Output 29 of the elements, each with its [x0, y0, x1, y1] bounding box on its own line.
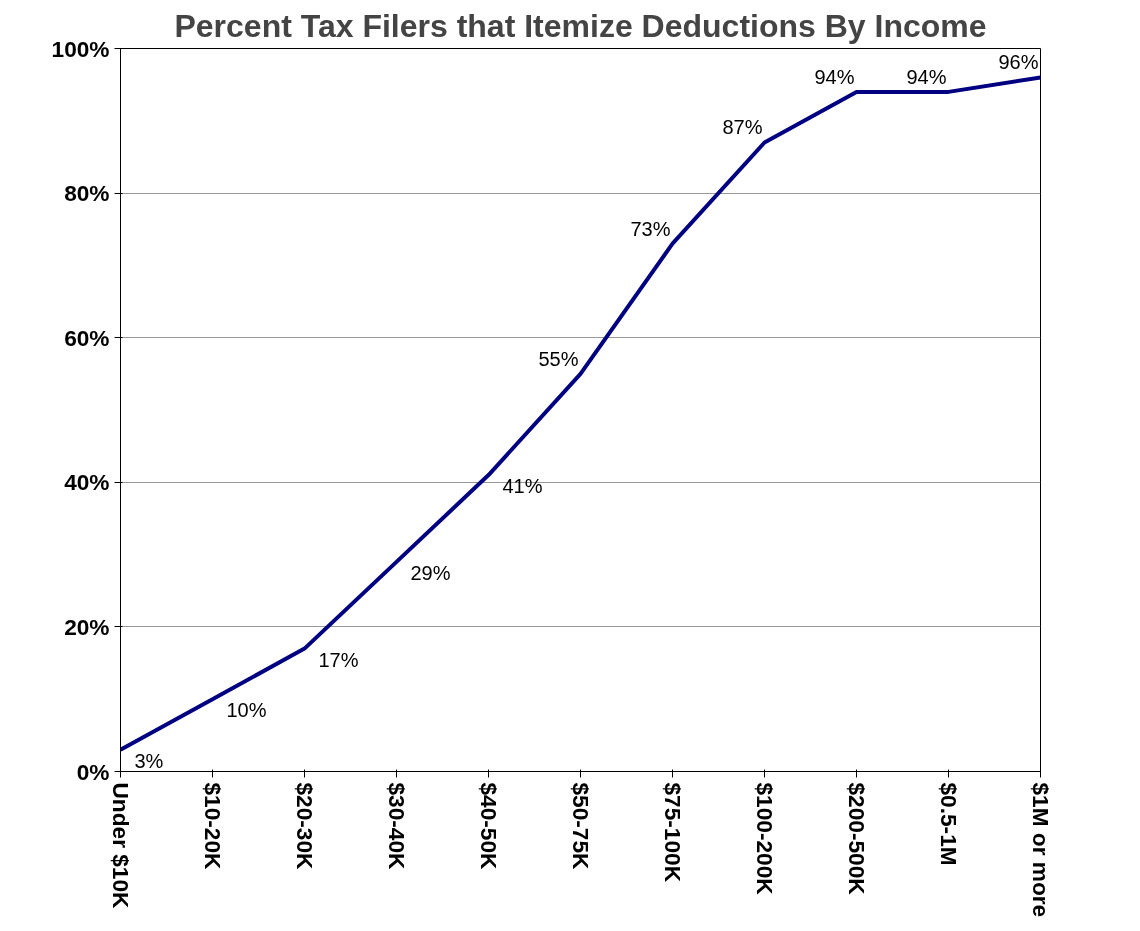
y-tick-label: 100%	[51, 35, 110, 62]
y-tick-label: 20%	[64, 613, 110, 640]
x-tick-label: Under $10K	[107, 782, 134, 910]
data-label: 94%	[814, 65, 855, 88]
x-tick-label: $75-100K	[659, 782, 686, 883]
x-tick-label: $50-75K	[567, 782, 594, 871]
data-label: 55%	[538, 347, 579, 370]
x-tick-label: $100-200K	[751, 782, 778, 896]
y-tick-label: 60%	[64, 324, 110, 351]
data-label: 41%	[502, 475, 543, 498]
data-label: 96%	[998, 51, 1039, 74]
x-tick-label: $10-20K	[199, 782, 226, 871]
x-tick-label: $40-50K	[475, 782, 502, 871]
x-tick-label: $200-500K	[843, 782, 870, 896]
y-tick-label: 80%	[64, 180, 110, 207]
x-tick-label: $20-30K	[291, 782, 318, 871]
data-label: 94%	[906, 65, 947, 88]
x-tick-label: $1M or more	[1027, 782, 1054, 918]
data-label: 87%	[722, 116, 763, 139]
data-label: 3%	[134, 749, 164, 772]
x-tick-label: $0.5-1M	[935, 782, 962, 866]
data-label: 73%	[630, 217, 671, 240]
y-tick-label: 0%	[76, 758, 110, 785]
y-tick-label: 40%	[64, 469, 110, 496]
chart-title: Percent Tax Filers that Itemize Deductions By Income	[174, 7, 987, 44]
data-label: 10%	[226, 699, 267, 722]
x-tick-label: $30-40K	[383, 782, 410, 871]
data-label: 17%	[318, 648, 359, 671]
data-label: 29%	[410, 561, 451, 584]
